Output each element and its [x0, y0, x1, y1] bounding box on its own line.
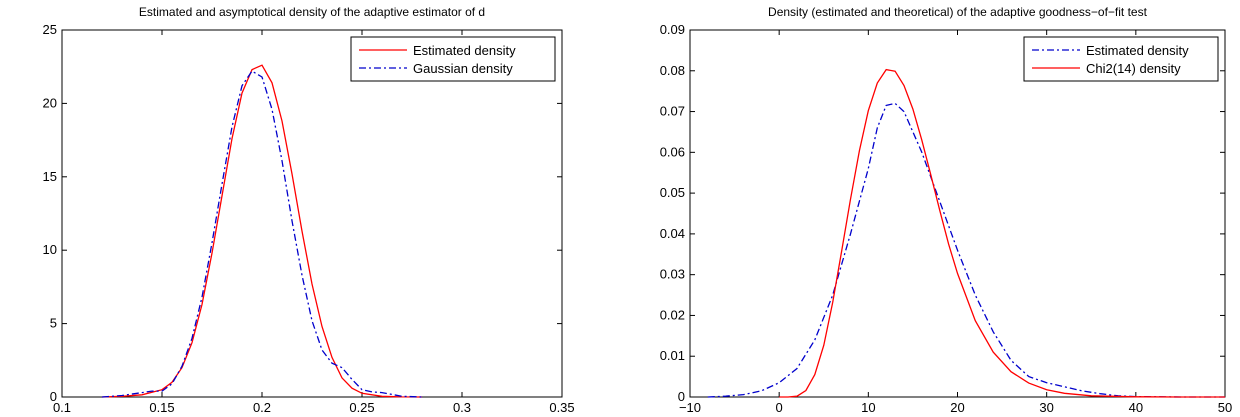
x-tick-label: 10 [861, 400, 875, 415]
y-tick-label: 0.07 [660, 104, 685, 119]
chart-title: Estimated and asymptotical density of th… [139, 5, 485, 19]
x-tick-label: −10 [679, 400, 701, 415]
y-tick-label: 0 [50, 389, 57, 404]
legend-label: Estimated density [413, 43, 516, 58]
legend: Estimated density Chi2(14) density [1023, 36, 1219, 82]
y-tick-label: 0.05 [660, 185, 685, 200]
y-tick-label: 5 [50, 316, 57, 331]
x-tick-label: 0 [776, 400, 783, 415]
x-tick-label: 30 [1039, 400, 1053, 415]
y-tick-label: 15 [43, 169, 57, 184]
series-line-chi2-14-density [779, 68, 1225, 398]
y-tick-label: 10 [43, 242, 57, 257]
legend-label: Gaussian density [413, 61, 513, 76]
y-tick-label: 0.09 [660, 22, 685, 37]
x-tick-label: 0.3 [453, 400, 471, 415]
x-tick-label: 0.2 [253, 400, 271, 415]
y-tick-label: 25 [43, 22, 57, 37]
plot-frame [689, 29, 1226, 398]
y-tick-label: 20 [43, 95, 57, 110]
x-tick-label: 50 [1218, 400, 1232, 415]
chart-2: Density (estimated and theoretical) of t… [660, 5, 1233, 415]
series-line-estimated-density [707, 102, 1225, 398]
legend: Estimated density Gaussian density [350, 36, 556, 82]
y-tick-label: 0.03 [660, 267, 685, 282]
y-tick-label: 0.04 [660, 226, 685, 241]
chart-title: Density (estimated and theoretical) of t… [768, 5, 1148, 19]
x-tick-label: 0.25 [349, 400, 374, 415]
series-line-estimated-density [101, 64, 423, 398]
y-tick-label: 0.06 [660, 144, 685, 159]
series-line-gaussian-density [101, 70, 423, 398]
x-tick-label: 0.35 [549, 400, 574, 415]
y-tick-label: 0 [678, 389, 685, 404]
legend-box [1023, 36, 1219, 82]
x-tick-label: 20 [950, 400, 964, 415]
x-tick-label: 0.1 [53, 400, 71, 415]
plot-frame [61, 29, 563, 398]
chart-1: Estimated and asymptotical density of th… [43, 5, 575, 415]
x-tick-label: 0.15 [149, 400, 174, 415]
y-tick-label: 0.01 [660, 348, 685, 363]
x-tick-label: 40 [1129, 400, 1143, 415]
legend-label: Estimated density [1086, 43, 1189, 58]
y-tick-label: 0.02 [660, 307, 685, 322]
legend-label: Chi2(14) density [1086, 61, 1181, 76]
legend-box [350, 36, 556, 82]
y-tick-label: 0.08 [660, 63, 685, 78]
